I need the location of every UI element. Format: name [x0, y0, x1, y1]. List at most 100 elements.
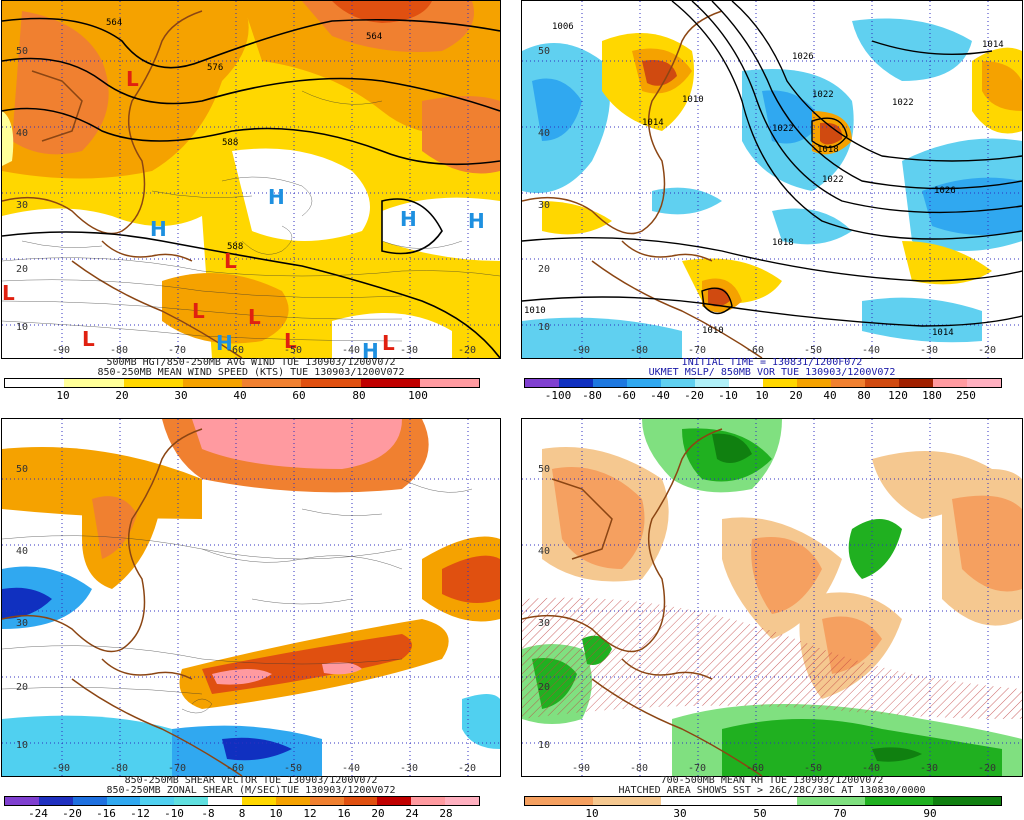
colorbar-swatch: [865, 797, 933, 805]
colorbar-label: 10: [755, 389, 769, 402]
panel-subcaption: 850-250MB MEAN WIND SPEED (KTS) TUE 1309…: [97, 367, 405, 378]
colorbar-label: -12: [130, 807, 150, 820]
colorbar: [524, 796, 1002, 806]
low-pressure-marker: L: [126, 67, 139, 91]
lat-label: 10: [538, 740, 551, 751]
high-pressure-marker: H: [150, 217, 167, 241]
colorbar-swatch: [797, 797, 865, 805]
colorbar-swatch: [831, 379, 865, 387]
isobar-label: 1010: [682, 95, 704, 105]
shear-field: [2, 419, 500, 776]
colorbar-swatch: [797, 379, 831, 387]
colorbar-label: -20: [62, 807, 82, 820]
panel-caption: INITIAL TIME = 130831/1200F072: [681, 357, 863, 368]
isobar-label: 1022: [772, 124, 794, 134]
colorbar-label: -80: [582, 389, 602, 402]
lon-label: -90: [52, 763, 71, 774]
lon-label: -30: [400, 345, 419, 356]
lat-label: 20: [538, 264, 551, 275]
low-pressure-marker: L: [2, 281, 15, 305]
colorbar-swatch: [899, 379, 933, 387]
colorbar-swatch: [182, 379, 242, 387]
colorbar-swatch: [377, 797, 412, 805]
colorbar-label: 80: [352, 389, 366, 402]
colorbar-label: 30: [673, 807, 687, 820]
colorbar-label: 50: [753, 807, 767, 820]
colorbar-swatch: [360, 379, 420, 387]
isobar-label: 1018: [772, 238, 794, 248]
lon-label: -30: [400, 763, 419, 774]
colorbar-label: 40: [233, 389, 247, 402]
rh-field: [522, 419, 1022, 776]
colorbar-label: 120: [888, 389, 908, 402]
lon-label: -20: [978, 763, 997, 774]
panel-mean-rh: 50 40 30 20 10 -90 -80 -70 -60 -50 -40 -…: [520, 418, 1024, 819]
colorbar-swatch: [106, 797, 141, 805]
lon-label: -40: [342, 345, 361, 356]
colorbar-label: 70: [833, 807, 847, 820]
colorbar-swatch: [593, 797, 661, 805]
colorbar-swatch: [661, 379, 695, 387]
colorbar-swatch: [301, 379, 361, 387]
map-zonal-shear: 50 40 30 20 10 -90 -80 -70 -60 -50 -40 -…: [1, 418, 501, 777]
colorbar-swatch: [5, 797, 39, 805]
map-mslp-vorticity: 1006 1026 1022 1022 1022 1018 1022 1026 …: [521, 0, 1023, 359]
lon-label: -70: [688, 763, 707, 774]
lat-label: 10: [16, 740, 29, 751]
lat-label: 40: [16, 128, 29, 139]
lon-label: -60: [746, 763, 765, 774]
colorbar-label: 20: [371, 807, 385, 820]
high-pressure-marker: H: [362, 339, 379, 359]
colorbar-label: -10: [718, 389, 738, 402]
colorbar-swatch: [242, 797, 276, 805]
colorbar-swatch: [419, 379, 479, 387]
colorbar-swatch: [933, 379, 967, 387]
high-pressure-marker: H: [468, 209, 485, 233]
lat-label: 20: [538, 682, 551, 693]
lon-label: -40: [862, 763, 881, 774]
wind-speed-field: [2, 1, 500, 358]
lat-label: 20: [16, 264, 29, 275]
colorbar-swatch: [242, 379, 302, 387]
colorbar-swatch: [627, 379, 661, 387]
lon-label: -50: [804, 763, 823, 774]
panel-subcaption: HATCHED AREA SHOWS SST > 26C/28C/30C AT …: [618, 785, 926, 796]
lat-label: 20: [16, 682, 29, 693]
isobar-label: 1010: [702, 326, 724, 336]
colorbar-swatch: [309, 797, 344, 805]
colorbar-swatch: [343, 797, 378, 805]
lon-label: -30: [920, 763, 939, 774]
lat-label: 40: [538, 128, 551, 139]
contour-label: 588: [222, 138, 239, 148]
colorbar-label: 60: [292, 389, 306, 402]
lat-label: 50: [538, 464, 551, 475]
colorbar-label: 40: [823, 389, 837, 402]
isobar-label: 1010: [524, 306, 546, 316]
low-pressure-marker: L: [284, 329, 297, 353]
colorbar-label: 20: [789, 389, 803, 402]
colorbar-label: -60: [616, 389, 636, 402]
colorbar-label: -10: [164, 807, 184, 820]
colorbar-swatch: [174, 797, 209, 805]
colorbar-swatch: [72, 797, 107, 805]
lon-label: -70: [168, 763, 187, 774]
lon-label: -60: [226, 345, 245, 356]
lon-label: -40: [862, 345, 881, 356]
panel-caption: 700-500MB MEAN RH TUE 130903/1200V072: [660, 775, 884, 786]
lon-label: -50: [284, 345, 303, 356]
colorbar-swatch: [559, 379, 593, 387]
lat-label: 10: [16, 322, 29, 333]
map-mean-rh: 50 40 30 20 10 -90 -80 -70 -60 -50 -40 -…: [521, 418, 1023, 777]
lat-label: 30: [538, 618, 551, 629]
colorbar-label: 100: [408, 389, 428, 402]
lat-label: 30: [16, 618, 29, 629]
panel-subcaption: UKMET MSLP/ 850MB VOR TUE 130903/1200V07…: [648, 367, 896, 378]
colorbar-label: 10: [585, 807, 599, 820]
lon-label: -80: [630, 345, 649, 356]
isobar-label: 1022: [892, 98, 914, 108]
colorbar-swatch: [123, 379, 183, 387]
lon-label: -90: [572, 345, 591, 356]
colorbar-swatch: [729, 797, 797, 805]
panel-caption: 850-250MB SHEAR VECTOR TUE 130903/1200V0…: [124, 775, 378, 786]
colorbar-swatch: [64, 379, 124, 387]
